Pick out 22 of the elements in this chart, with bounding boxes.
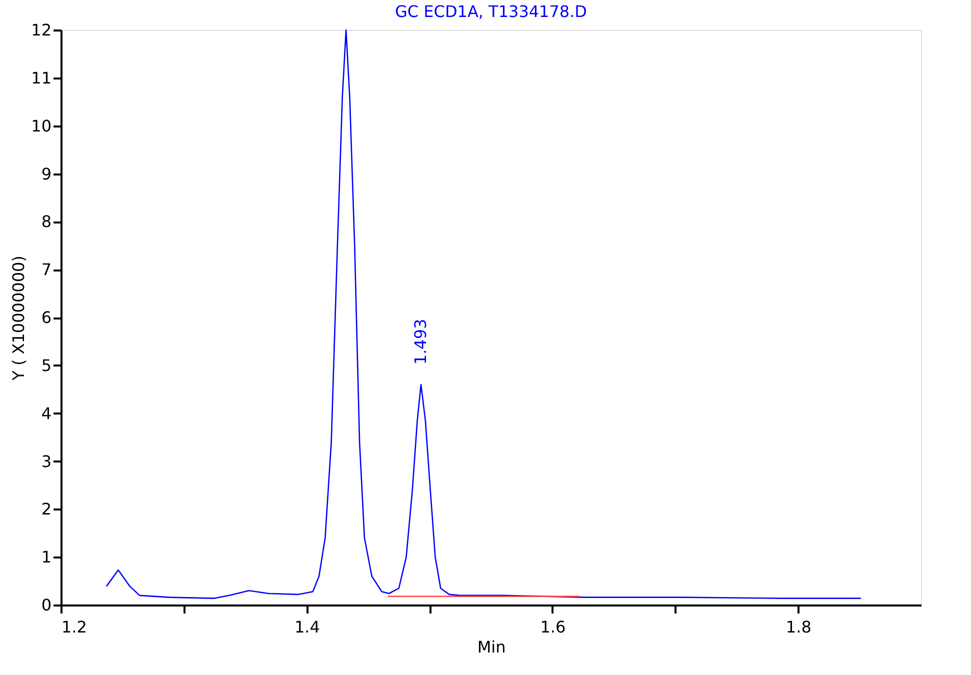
y-tick-label: 5 [41, 356, 52, 375]
y-axis-title: Y ( X10000000) [9, 256, 28, 382]
line-series [106, 29, 862, 599]
y-tick-label: 9 [41, 164, 52, 184]
x-tick-label: 1.4 [294, 618, 320, 636]
y-tick-label: 6 [41, 308, 52, 327]
y-tick-label: 0 [41, 596, 52, 614]
y-tick-label: 12 [31, 20, 52, 40]
x-tick-label: 1.2 [62, 618, 87, 636]
y-tick-label: 2 [41, 500, 52, 519]
x-axis-title: Min [477, 638, 506, 656]
y-tick-label: 7 [41, 260, 52, 280]
y-tick-label: 10 [31, 116, 52, 136]
y-tick-label: 1 [41, 548, 52, 567]
y-tick-label: 4 [41, 404, 52, 423]
annotation: 1.493 [410, 318, 430, 365]
y-tick-label: 11 [31, 68, 52, 88]
x-tick-label: 1.8 [786, 618, 812, 636]
x-tick-label: 1.6 [540, 618, 566, 636]
chart-title: GC ECD1A, T1334178.D [395, 2, 587, 21]
y-tick-label: 8 [41, 212, 52, 232]
y-tick-label: 3 [41, 452, 52, 471]
